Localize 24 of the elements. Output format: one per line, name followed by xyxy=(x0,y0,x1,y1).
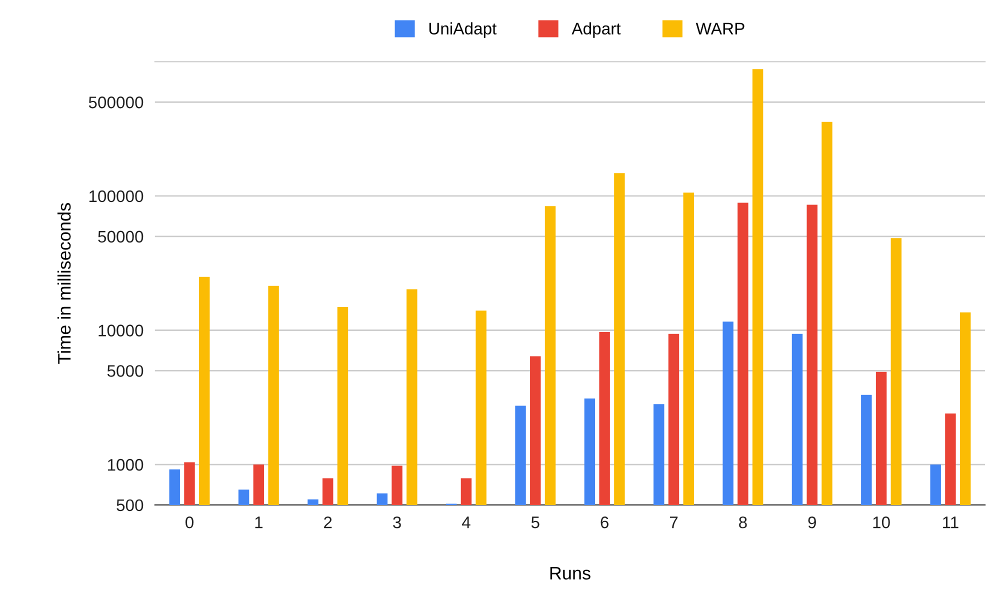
x-tick-label: 8 xyxy=(739,516,747,528)
y-tick-label: 50000 xyxy=(98,230,144,243)
x-tick-label: 2 xyxy=(324,516,332,528)
x-tick-label: 10 xyxy=(873,516,890,528)
x-tick-label: 1 xyxy=(255,516,262,528)
x-tick-label: 0 xyxy=(186,516,194,528)
x-axis-title: Runs xyxy=(550,566,590,580)
x-tick-label: 9 xyxy=(808,516,816,528)
x-tick-label: 7 xyxy=(670,516,678,528)
legend-label: UniAdapt xyxy=(429,22,497,38)
y-tick-label: 1000 xyxy=(108,458,144,471)
x-tick-label: 6 xyxy=(600,516,608,528)
y-tick-label: 500000 xyxy=(88,96,144,108)
y-tick-label: 10000 xyxy=(98,324,144,336)
x-tick-label: 3 xyxy=(393,516,401,528)
x-tick-label: 11 xyxy=(943,516,958,528)
y-tick-label: 500 xyxy=(116,499,144,512)
y-axis-title: Time in milliseconds xyxy=(57,203,71,364)
x-tick-label: 5 xyxy=(531,516,540,528)
x-tick-label: 4 xyxy=(462,516,470,528)
legend-label: WARP xyxy=(696,22,744,34)
y-tick-label: 5000 xyxy=(107,365,144,377)
legend-label: Adpart xyxy=(572,22,621,38)
y-tick-label: 100000 xyxy=(89,190,144,202)
